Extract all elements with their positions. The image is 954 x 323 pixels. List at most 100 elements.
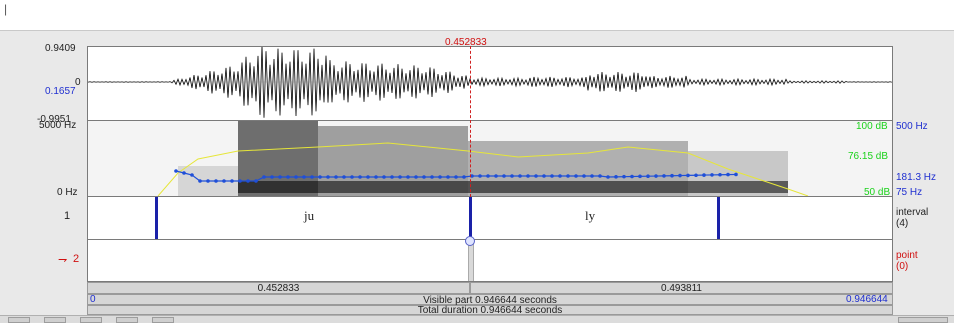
pitch-point [510, 174, 514, 178]
pitch-point [414, 175, 418, 179]
point-tier[interactable] [87, 236, 893, 282]
pitch-bottom-label: 75 Hz [896, 187, 923, 198]
visible-part-bar[interactable]: Visible part 0.946644 seconds [87, 294, 893, 306]
pitch-point [446, 175, 450, 179]
pitch-point [590, 174, 594, 178]
pitch-point [374, 175, 378, 179]
pitch-point [638, 174, 642, 179]
tier2-arrow-icon: ⇁ [58, 254, 68, 266]
pitch-point [358, 175, 362, 179]
pitch-point [438, 175, 442, 179]
pitch-point [574, 174, 578, 178]
pitch-point [486, 174, 490, 178]
pitch-point [310, 175, 314, 179]
zoom-in-button[interactable] [44, 317, 66, 323]
waveform-trace [88, 47, 892, 118]
pitch-point [222, 179, 226, 183]
pitch-point [270, 175, 274, 179]
cursor-marker [468, 240, 474, 281]
pitch-point [334, 175, 338, 179]
intensity-mid-label: 76.15 dB [848, 151, 889, 162]
waveform-panel[interactable] [87, 46, 893, 121]
interval-boundary[interactable] [155, 197, 158, 239]
pitch-point [662, 174, 666, 178]
pitch-point [390, 175, 394, 179]
waveform-min-label: -0.9951 [37, 114, 71, 125]
intensity-curve [157, 142, 809, 196]
pitch-point [214, 179, 218, 183]
total-duration-bar[interactable]: Total duration 0.946644 seconds [87, 305, 893, 316]
pitch-value-label: 181.3 Hz [896, 172, 937, 183]
pitch-point [206, 179, 210, 183]
pitch-point [262, 175, 266, 179]
zoom-back-button[interactable] [152, 317, 174, 323]
pitch-point [686, 173, 690, 178]
pitch-point [302, 175, 306, 179]
visible-start-label: 0 [90, 294, 96, 305]
pitch-point [630, 174, 634, 179]
pitch-point [542, 174, 546, 178]
pitch-point [606, 175, 610, 179]
pitch-point [694, 173, 698, 178]
pitch-point [190, 173, 194, 177]
zoom-sel-button[interactable] [116, 317, 138, 323]
waveform-cursor-value: 0.1657 [45, 86, 76, 97]
waveform-max-label: 0.9409 [45, 43, 76, 54]
time-button[interactable] [898, 317, 948, 323]
right-segment-duration[interactable]: 0.493811 [470, 282, 893, 294]
pitch-point [278, 175, 282, 179]
pitch-point [198, 179, 202, 183]
zoom-all-button[interactable] [8, 317, 30, 323]
spectrogram-freq-top: 5000 Hz [39, 120, 77, 131]
pitch-point [342, 175, 346, 179]
pitch-point [230, 179, 234, 183]
pitch-point [318, 175, 322, 179]
pitch-point [238, 179, 242, 183]
spectral-energy-band [238, 181, 788, 193]
pitch-point [718, 172, 722, 177]
tier1-count-label: (4) [896, 218, 909, 229]
text-caret: | [4, 2, 8, 16]
pitch-point [398, 175, 402, 179]
spectrogram-graph [157, 121, 809, 196]
pitch-point [366, 175, 370, 179]
zoom-out-button[interactable] [80, 317, 102, 323]
spectrogram-panel[interactable] [87, 120, 893, 197]
pitch-point [350, 175, 354, 179]
cursor-line [470, 46, 471, 197]
sound-editor: 0.452833 0.9409 0 0.1657 -0.9951 5000 Hz… [0, 31, 954, 316]
pitch-point [598, 174, 602, 178]
pitch-point [182, 171, 186, 175]
interval-label-ly[interactable]: ly [585, 208, 596, 223]
top-text-area[interactable]: | [0, 0, 954, 31]
pitch-point [470, 174, 474, 178]
pitch-point [534, 174, 538, 178]
pitch-point [382, 175, 386, 179]
pitch-point [582, 174, 586, 178]
pitch-point [478, 174, 482, 178]
tier2-count-label: (0) [896, 261, 909, 272]
pitch-point [454, 175, 458, 179]
interval-label-ju[interactable]: ju [304, 208, 315, 223]
pitch-point [614, 175, 618, 179]
interval-tier[interactable]: ju ly [87, 196, 893, 240]
pitch-point [246, 179, 250, 183]
boundary-handle[interactable] [465, 236, 475, 246]
interval-boundary[interactable] [717, 197, 720, 239]
left-segment-duration[interactable]: 0.452833 [87, 282, 470, 294]
pitch-point [326, 175, 330, 179]
pitch-point [646, 174, 650, 178]
pitch-point [710, 173, 714, 177]
pitch-point [734, 172, 738, 177]
pitch-point [558, 174, 562, 178]
pitch-point [502, 174, 506, 178]
pitch-point [294, 175, 298, 179]
tier1-type-label: interval [896, 207, 929, 218]
tier2-type-label: point [896, 250, 918, 261]
pitch-point [654, 174, 658, 178]
intensity-top-label: 100 dB [856, 121, 888, 132]
pitch-point [702, 173, 706, 177]
interval-boundary[interactable] [469, 197, 472, 239]
pitch-point [678, 173, 682, 178]
intensity-bottom-label: 50 dB [864, 187, 891, 198]
